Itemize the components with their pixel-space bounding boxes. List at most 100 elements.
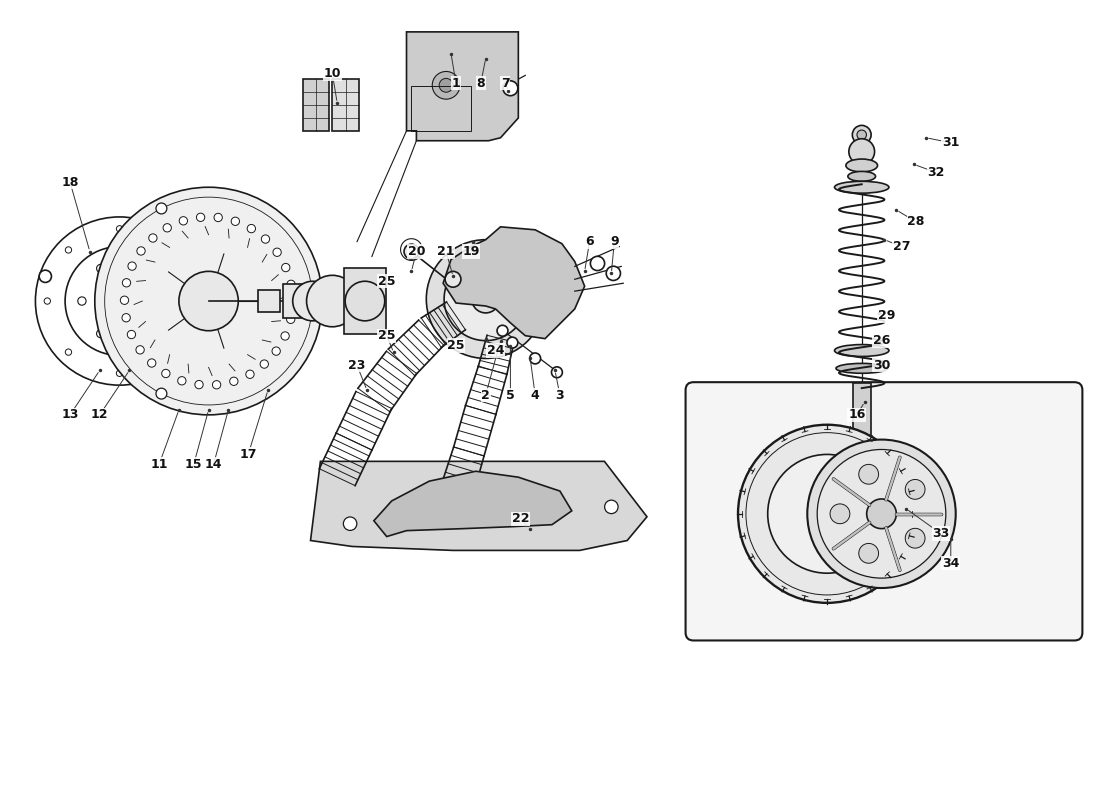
Circle shape — [214, 214, 222, 222]
Text: 31: 31 — [942, 136, 959, 150]
Ellipse shape — [848, 171, 876, 182]
Circle shape — [503, 81, 518, 96]
Circle shape — [432, 71, 460, 99]
Circle shape — [148, 234, 157, 242]
Circle shape — [343, 517, 356, 530]
Text: 24: 24 — [487, 344, 504, 357]
Polygon shape — [407, 32, 518, 141]
Circle shape — [849, 138, 875, 165]
Bar — [332, 79, 359, 131]
Bar — [411, 86, 471, 131]
Bar — [302, 79, 329, 131]
Circle shape — [272, 347, 280, 355]
Circle shape — [179, 217, 187, 225]
Circle shape — [905, 528, 925, 548]
Bar — [283, 284, 315, 318]
Circle shape — [122, 314, 130, 322]
Circle shape — [859, 543, 879, 563]
Text: 8: 8 — [476, 77, 485, 90]
Circle shape — [857, 130, 867, 139]
Circle shape — [40, 270, 52, 282]
Circle shape — [280, 332, 289, 340]
Ellipse shape — [836, 363, 888, 374]
Circle shape — [345, 282, 385, 321]
Circle shape — [230, 377, 238, 386]
Circle shape — [212, 381, 221, 389]
Circle shape — [848, 449, 876, 476]
Text: 34: 34 — [942, 557, 959, 570]
Text: 20: 20 — [408, 245, 426, 258]
Text: 7: 7 — [502, 77, 509, 90]
Text: 4: 4 — [531, 389, 539, 402]
Circle shape — [591, 256, 605, 270]
Text: 23: 23 — [349, 359, 365, 372]
Circle shape — [179, 271, 239, 330]
Circle shape — [287, 280, 295, 289]
Circle shape — [195, 381, 204, 389]
Circle shape — [444, 258, 527, 341]
Ellipse shape — [846, 159, 878, 172]
Text: 21: 21 — [438, 245, 454, 258]
Circle shape — [147, 359, 156, 367]
Text: 17: 17 — [240, 448, 257, 461]
Circle shape — [738, 425, 916, 603]
Text: 1: 1 — [452, 77, 461, 90]
Text: 2: 2 — [482, 389, 491, 402]
Circle shape — [472, 286, 499, 313]
Circle shape — [439, 78, 453, 92]
Circle shape — [427, 240, 546, 358]
Circle shape — [273, 248, 282, 257]
Text: 27: 27 — [892, 240, 910, 253]
Circle shape — [852, 126, 871, 144]
Text: 6: 6 — [585, 235, 594, 248]
Circle shape — [197, 213, 205, 222]
Polygon shape — [374, 471, 572, 537]
Circle shape — [859, 464, 879, 484]
Text: 22: 22 — [512, 512, 529, 526]
Ellipse shape — [835, 345, 889, 357]
Circle shape — [178, 377, 186, 385]
Polygon shape — [310, 462, 647, 550]
Circle shape — [293, 282, 332, 321]
Text: 9: 9 — [610, 235, 618, 248]
Bar — [344, 268, 386, 334]
Circle shape — [446, 271, 461, 287]
Circle shape — [245, 370, 254, 378]
Text: 28: 28 — [908, 215, 925, 228]
Circle shape — [122, 278, 131, 287]
FancyBboxPatch shape — [685, 382, 1082, 641]
Text: 25: 25 — [378, 329, 396, 342]
Text: 29: 29 — [878, 310, 895, 322]
Text: 25: 25 — [448, 339, 464, 352]
Circle shape — [817, 450, 946, 578]
Circle shape — [768, 454, 887, 573]
Circle shape — [497, 326, 508, 336]
Circle shape — [867, 499, 896, 529]
Text: 18: 18 — [62, 176, 79, 189]
Text: 5: 5 — [506, 389, 515, 402]
Text: 10: 10 — [323, 67, 341, 80]
Text: 3: 3 — [556, 389, 564, 402]
Circle shape — [530, 353, 540, 364]
Circle shape — [307, 275, 358, 326]
Circle shape — [231, 217, 240, 226]
Text: 32: 32 — [927, 166, 945, 179]
Circle shape — [282, 263, 290, 272]
Circle shape — [95, 187, 322, 415]
Bar — [258, 290, 279, 312]
Text: 25: 25 — [378, 274, 396, 288]
Circle shape — [136, 247, 145, 255]
Circle shape — [807, 439, 956, 588]
Circle shape — [830, 504, 850, 524]
Text: 12: 12 — [91, 408, 109, 422]
Text: 19: 19 — [462, 245, 480, 258]
Circle shape — [156, 388, 167, 399]
Text: 33: 33 — [933, 527, 949, 540]
Circle shape — [288, 298, 297, 306]
Text: 14: 14 — [205, 458, 222, 471]
Circle shape — [128, 262, 136, 270]
Circle shape — [507, 337, 518, 348]
Circle shape — [260, 360, 268, 368]
Bar — [840, 459, 883, 477]
Text: 16: 16 — [848, 408, 866, 422]
